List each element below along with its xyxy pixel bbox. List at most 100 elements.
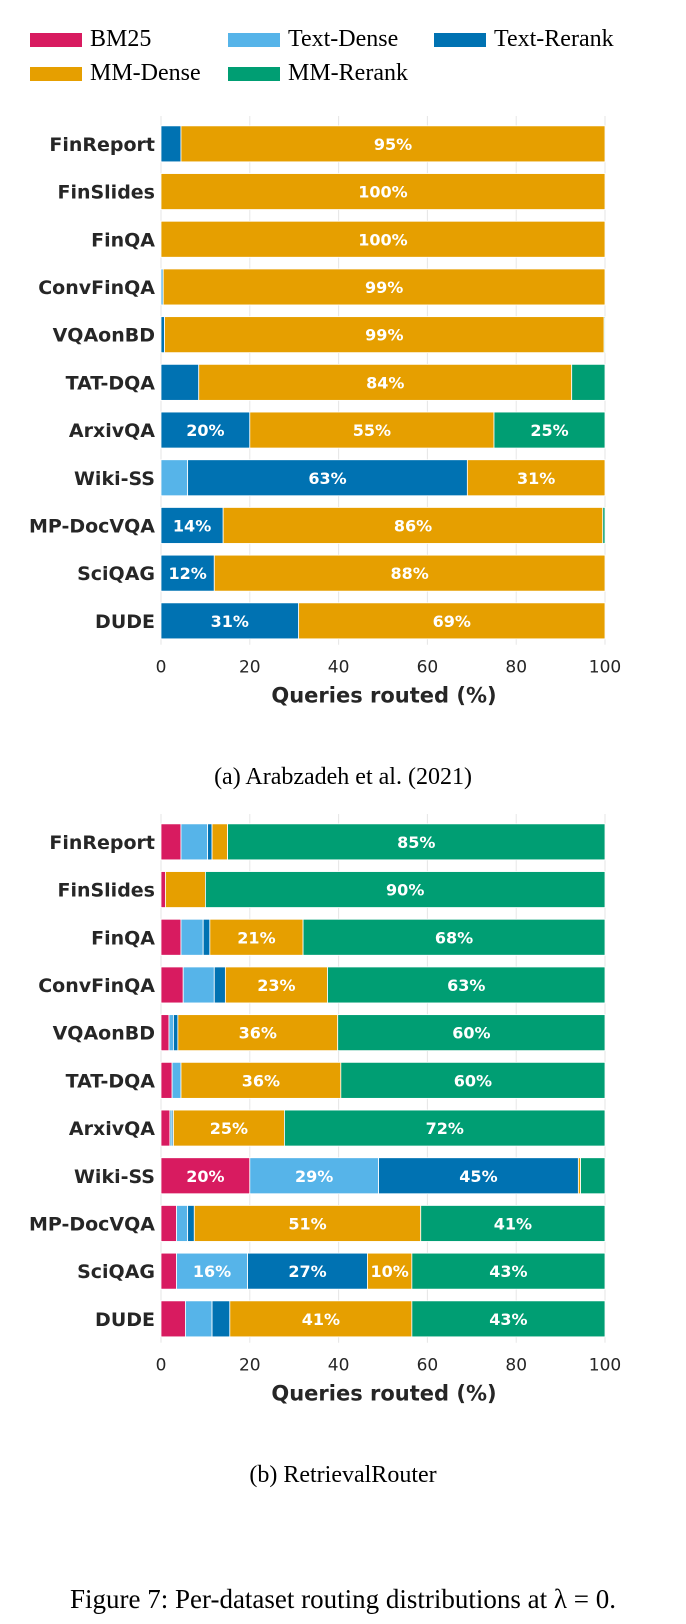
chart-b-category-label-wiki-ss: Wiki-SS [74,1166,155,1188]
legend: BM25 Text-Dense Text-Rerank MM-Dense MM-… [30,26,680,96]
chart-b-x-tick-label-0: 0 [156,1356,167,1376]
chart-b-bar-mp-docvqa-text-rerank [187,1205,195,1242]
chart-b-bar-mp-docvqa-mm-dense [193,1205,422,1242]
chart-b-bar-tat-dqa-mm-dense [180,1061,342,1099]
chart-a-x-tick-label-60: 60 [417,658,439,678]
chart-b-data-label-finqa-mm-rerank: 68% [435,928,473,947]
chart-b-x-axis-label: Queries routed (%) [271,1382,496,1406]
chart-b-bar-finqa-mm-dense [209,918,304,956]
chart-b-bar-finslides-bm25 [160,871,166,908]
chart-b-data-label-sciqag-mm-rerank: 43% [489,1262,527,1281]
chart-a-data-label-sciqag-text-rerank: 12% [168,564,206,583]
legend-item-bm25: BM25 [30,26,151,53]
legend-item-text-rerank: Text-Rerank [434,26,614,53]
chart-b-x-tick-label-40: 40 [328,1356,350,1376]
chart-b-bar-dude-bm25 [160,1300,186,1338]
legend-swatch-mm-dense [30,66,82,81]
chart-a-bar-vqaonbd-mm-rerank [603,316,606,354]
chart-b-bar-arxivqa-bm25 [160,1109,171,1147]
chart-a-bar-wiki-ss-text-rerank [187,459,468,497]
legend-label-mm-dense: MM-Dense [90,60,201,86]
chart-b-bar-sciqag-text-rerank [247,1252,368,1290]
chart-b-bar-mp-docvqa-text-dense [176,1205,189,1242]
chart-a-category-label-wiki-ss: Wiki-SS [74,468,155,490]
chart-b-bar-convfinqa-mm-rerank [327,966,606,1004]
legend-swatch-mm-rerank [228,66,280,81]
chart-b-bar-sciqag-bm25 [160,1252,177,1290]
routing-chart-retrievalrouter: FinReport 85% FinSlides 90% FinQA 21% 68% ConvF… [29,814,622,1406]
chart-a-bar-sciqag-mm-dense [213,554,606,592]
chart-a-x-tick-label-80: 80 [505,658,527,678]
chart-b-category-label-dude: DUDE [95,1309,155,1331]
chart-b-data-label-sciqag-mm-dense: 10% [371,1262,409,1281]
chart-b-data-label-tat-dqa-mm-rerank: 60% [454,1071,492,1090]
chart-a-bar-wiki-ss-mm-dense [466,459,606,497]
chart-a-bar-vqaonbd-mm-dense [164,316,605,354]
chart-b-bar-dude-mm-dense [229,1300,413,1338]
chart-b-category-label-finqa: FinQA [91,927,155,949]
chart-b-bar-tat-dqa-bm25 [160,1061,173,1099]
chart-a-x-tick-label-100: 100 [589,658,621,678]
legend-item-text-dense: Text-Dense [228,26,398,53]
chart-b-bar-finreport-text-dense [180,823,209,861]
legend-label-text-rerank: Text-Rerank [494,26,614,52]
chart-b-data-label-convfinqa-mm-rerank: 63% [447,976,485,995]
chart-b-bar-finreport-mm-rerank [227,823,606,861]
legend-label-mm-rerank: MM-Rerank [288,60,408,86]
chart-a-data-label-arxivqa-text-rerank: 20% [186,421,224,440]
chart-b-bar-dude-text-rerank [211,1300,231,1338]
legend-swatch-text-dense [228,32,280,47]
chart-b-x-tick-label-80: 80 [505,1356,527,1376]
chart-a-category-label-mp-docvqa: MP-DocVQA [29,515,155,537]
chart-b-bar-convfinqa-text-dense [182,966,215,1004]
chart-a-x-axis-label: Queries routed (%) [271,684,496,708]
chart-b-category-label-convfinqa: ConvFinQA [38,975,155,997]
chart-a-bar-arxivqa-mm-rerank [493,411,606,449]
chart-a-data-label-mp-docvqa-mm-dense: 86% [394,516,432,535]
chart-a-bar-dude-mm-dense [298,602,606,640]
chart-b-bar-tat-dqa-text-dense [171,1061,182,1099]
chart-a-data-label-finreport-mm-dense: 95% [374,135,412,154]
chart-b-data-label-wiki-ss-text-dense: 29% [295,1167,333,1186]
chart-a-data-label-arxivqa-mm-dense: 55% [353,421,391,440]
chart-b-bar-dude-text-dense [185,1300,213,1338]
chart-a-bar-dude-text-rerank [160,602,300,640]
chart-a-bar-mp-docvqa-mm-dense [222,507,604,544]
chart-b-bar-convfinqa-text-rerank [213,966,226,1004]
chart-b-bar-convfinqa-bm25 [160,966,184,1004]
caption-a: (a) Arabzadeh et al. (2021) [214,764,472,790]
chart-a-bar-arxivqa-text-rerank [160,411,251,449]
chart-a-bar-tat-dqa-text-rerank [160,363,200,401]
chart-a-data-label-arxivqa-mm-rerank: 25% [530,421,568,440]
chart-b-data-label-sciqag-text-rerank: 27% [288,1262,326,1281]
chart-b-data-label-arxivqa-mm-rerank: 72% [426,1119,464,1138]
chart-b-data-label-mp-docvqa-mm-rerank: 41% [494,1214,532,1233]
chart-b-bar-wiki-ss-text-rerank [378,1157,579,1195]
chart-a-category-label-convfinqa: ConvFinQA [38,277,155,299]
chart-b-bar-mp-docvqa-bm25 [160,1205,177,1242]
chart-a-category-label-finqa: FinQA [91,229,155,251]
chart-b-bar-vqaonbd-text-rerank [173,1014,179,1052]
chart-b-bar-sciqag-mm-rerank [411,1252,606,1290]
chart-b-data-label-dude-mm-dense: 41% [302,1310,340,1329]
chart-b-bar-finqa-bm25 [160,918,182,956]
chart-b-bar-wiki-ss-text-dense [249,1157,379,1195]
chart-b-bar-finqa-mm-rerank [302,918,606,956]
chart-b-data-label-tat-dqa-mm-dense: 36% [242,1071,280,1090]
legend-swatch-text-rerank [434,32,486,47]
figure-caption: Figure 7: Per-dataset routing distributi… [70,1584,616,1614]
legend-label-bm25: BM25 [90,26,152,52]
chart-a-bar-wiki-ss-text-dense [160,459,189,497]
chart-b-category-label-finreport: FinReport [49,832,155,854]
chart-a-bar-mp-docvqa-text-rerank [160,507,224,544]
chart-a-category-label-vqaonbd: VQAonBD [53,325,155,347]
chart-a-data-label-wiki-ss-mm-dense: 31% [517,469,555,488]
chart-b-data-label-finqa-mm-dense: 21% [237,928,275,947]
chart-b-data-label-convfinqa-mm-dense: 23% [257,976,295,995]
chart-a-bar-convfinqa-mm-dense [162,268,606,306]
chart-a-data-label-dude-text-rerank: 31% [211,612,249,631]
chart-b-x-ticks: 0 20 40 60 80 100 [156,1356,622,1376]
chart-a-category-label-tat-dqa: TAT-DQA [66,372,156,394]
chart-a-bar-sciqag-text-rerank [160,554,215,592]
chart-a-bar-finreport-mm-dense [180,125,606,163]
